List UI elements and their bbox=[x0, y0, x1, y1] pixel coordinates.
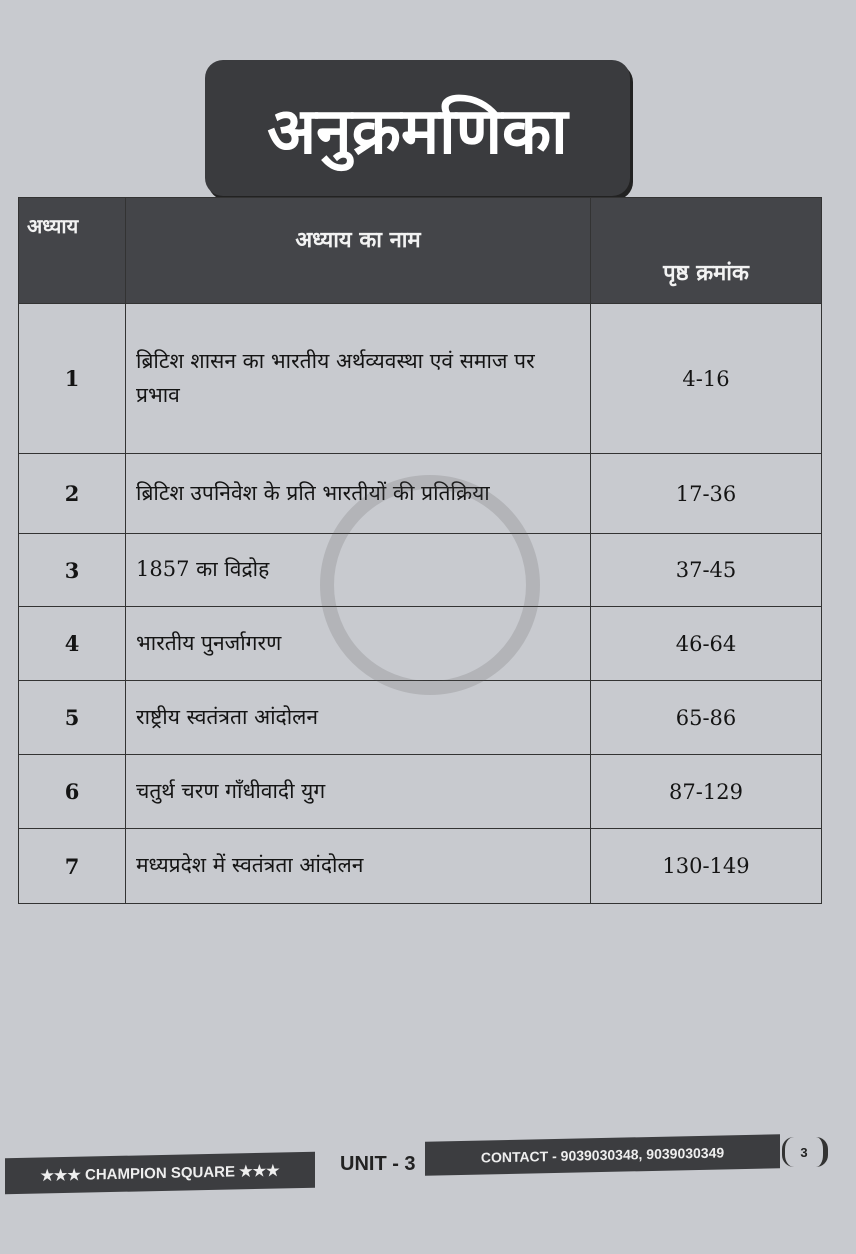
table-row: 4 भारतीय पुनर्जागरण 46-64 bbox=[18, 606, 822, 681]
chapter-name: 1857 का विद्रोह bbox=[125, 533, 591, 607]
chapter-name: ब्रिटिश शासन का भारतीय अर्थव्यवस्था एवं … bbox=[125, 303, 591, 454]
header-chapter: अध्याय bbox=[18, 197, 126, 304]
page-range: 130-149 bbox=[590, 828, 822, 904]
page-range: 17-36 bbox=[590, 453, 822, 534]
contents-table: अध्याय अध्याय का नाम पृष्ठ क्रमांक 1 ब्रि… bbox=[18, 197, 822, 904]
page-range: 65-86 bbox=[590, 680, 822, 755]
chapter-number: 2 bbox=[18, 453, 126, 534]
table-row: 6 चतुर्थ चरण गाँधीवादी युग 87-129 bbox=[18, 754, 822, 829]
header-chapter-name: अध्याय का नाम bbox=[125, 197, 591, 304]
chapter-name: भारतीय पुनर्जागरण bbox=[125, 606, 591, 681]
table-row: 3 1857 का विद्रोह 37-45 bbox=[18, 533, 822, 607]
chapter-number: 7 bbox=[18, 828, 126, 904]
chapter-number: 1 bbox=[18, 303, 126, 454]
chapter-number: 6 bbox=[18, 754, 126, 829]
chapter-name: चतुर्थ चरण गाँधीवादी युग bbox=[125, 754, 591, 829]
footer: ★★★ CHAMPION SQUARE ★★★ UNIT - 3 CONTACT… bbox=[0, 1134, 856, 1195]
chapter-number: 5 bbox=[18, 680, 126, 755]
page-number: 3 bbox=[782, 1137, 828, 1167]
header-page-number: पृष्ठ क्रमांक bbox=[590, 197, 822, 304]
footer-contact: CONTACT - 9039030348, 9039030349 bbox=[425, 1134, 780, 1176]
chapter-name: राष्ट्रीय स्वतंत्रता आंदोलन bbox=[125, 680, 591, 755]
footer-unit: UNIT - 3 bbox=[340, 1153, 416, 1175]
chapter-name: ब्रिटिश उपनिवेश के प्रति भारतीयों की प्र… bbox=[125, 453, 591, 534]
chapter-number: 4 bbox=[18, 606, 126, 681]
chapter-number: 3 bbox=[18, 533, 126, 607]
page-range: 46-64 bbox=[590, 606, 822, 681]
page-range: 4-16 bbox=[590, 303, 822, 454]
table-header-row: अध्याय अध्याय का नाम पृष्ठ क्रमांक bbox=[18, 197, 822, 304]
page-title: अनुक्रमणिका bbox=[205, 60, 630, 196]
table-row: 1 ब्रिटिश शासन का भारतीय अर्थव्यवस्था एवं… bbox=[18, 303, 822, 454]
chapter-name: मध्यप्रदेश में स्वतंत्रता आंदोलन bbox=[125, 828, 591, 904]
table-row: 5 राष्ट्रीय स्वतंत्रता आंदोलन 65-86 bbox=[18, 680, 822, 755]
table-row: 2 ब्रिटिश उपनिवेश के प्रति भारतीयों की प्… bbox=[18, 453, 822, 534]
page-range: 87-129 bbox=[590, 754, 822, 829]
footer-brand: ★★★ CHAMPION SQUARE ★★★ bbox=[5, 1151, 315, 1195]
page-range: 37-45 bbox=[590, 533, 822, 607]
table-row: 7 मध्यप्रदेश में स्वतंत्रता आंदोलन 130-149 bbox=[18, 828, 822, 904]
